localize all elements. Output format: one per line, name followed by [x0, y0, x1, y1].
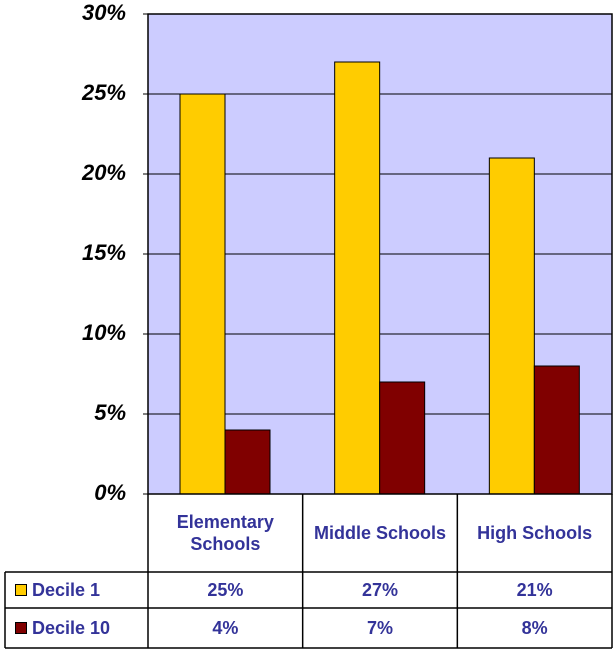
- bar: [379, 381, 426, 495]
- table-value: 7%: [366, 618, 393, 638]
- y-tick-label: 20%: [81, 160, 126, 185]
- bar: [334, 61, 381, 495]
- plot-border: [147, 13, 613, 495]
- y-tick-label: 5%: [94, 400, 126, 425]
- bar: [533, 365, 580, 495]
- bar: [488, 157, 535, 495]
- y-tick-label: 0%: [94, 480, 126, 505]
- category-label: Middle Schools: [313, 523, 446, 543]
- category-label: Elementary Schools: [176, 512, 274, 554]
- y-tick-label: 15%: [82, 240, 126, 265]
- table-value: 4%: [212, 618, 239, 638]
- table-value: 25%: [207, 580, 244, 600]
- y-tick-label: 10%: [82, 320, 126, 345]
- table-value: 21%: [516, 580, 553, 600]
- legend-label: Decile 10: [32, 618, 111, 638]
- legend-entry: Decile 10: [5, 608, 148, 648]
- y-tick-label: 30%: [82, 0, 126, 25]
- legend-swatch: [15, 622, 27, 634]
- category-label: High Schools: [477, 523, 593, 543]
- bar: [179, 93, 226, 495]
- table-value: 27%: [361, 580, 398, 600]
- legend-swatch: [15, 584, 27, 596]
- table-value: 8%: [521, 618, 548, 638]
- y-tick-label: 25%: [81, 80, 126, 105]
- legend-entry: Decile 1: [5, 572, 148, 608]
- bar: [224, 429, 271, 495]
- legend-label: Decile 1: [32, 580, 101, 600]
